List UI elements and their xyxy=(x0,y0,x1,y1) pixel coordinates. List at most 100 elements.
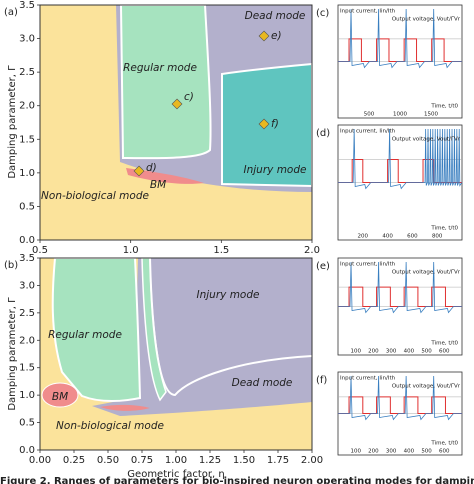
point xyxy=(258,30,270,42)
y-tick-label: 0.0 xyxy=(19,235,35,246)
time-label: Time, t/t0 xyxy=(430,341,458,347)
region-label: Dead mode xyxy=(232,377,293,389)
x-tick-label: 1500 xyxy=(424,112,438,118)
y-tick-label: 3.5 xyxy=(19,0,35,11)
region-label: BM xyxy=(150,179,166,191)
current-label: Input current, Iin/Ith xyxy=(340,376,396,382)
y-tick-label: 1.5 xyxy=(19,363,35,374)
time-label: Time, t/t0 xyxy=(430,104,458,110)
y-axis-label: Damping parameter, Γ xyxy=(7,297,18,411)
point xyxy=(133,165,145,177)
region xyxy=(41,382,79,408)
y-tick-label: 3.0 xyxy=(19,34,35,45)
y-tick-label: 3.0 xyxy=(19,280,35,291)
x-tick-label: 600 xyxy=(439,349,450,355)
region-label: Dead mode xyxy=(245,10,306,22)
region-label: BM xyxy=(52,391,68,403)
region-label: Injury mode xyxy=(197,289,260,301)
time-label: Time, t/t0 xyxy=(430,441,458,447)
x-tick-label: 300 xyxy=(386,349,397,355)
x-tick-label: 0.50 xyxy=(97,455,119,466)
x-tick-label: 200 xyxy=(368,449,379,455)
y-tick-label: 1.0 xyxy=(19,390,35,401)
x-tick-label: 1.0 xyxy=(123,245,139,256)
voltage-label: Output voltage, Vout/ΓVr xyxy=(392,137,461,143)
x-axis-label: Geometric factor, η xyxy=(127,469,224,480)
voltage-label: Output voltage, Vout/ΓVr xyxy=(392,270,461,276)
x-tick-label: 600 xyxy=(407,234,418,240)
y-tick-label: 1.0 xyxy=(19,168,35,179)
x-tick-label: 300 xyxy=(386,449,397,455)
x-tick-label: 0.75 xyxy=(131,455,153,466)
y-tick-label: 2.0 xyxy=(19,101,35,112)
boundary xyxy=(149,257,313,397)
x-tick-label: 0.25 xyxy=(63,455,85,466)
x-tick-label: 400 xyxy=(404,349,415,355)
caption: Figure 2. Ranges of parameters for bio-i… xyxy=(0,476,474,484)
voltage-trace xyxy=(338,8,462,69)
x-tick-label: 1000 xyxy=(393,112,407,118)
y-tick-label: 2.5 xyxy=(19,308,35,319)
region-label: Injury mode xyxy=(244,164,307,176)
y-axis-label: Damping parameter, Γ xyxy=(7,65,18,179)
panel-label: (c) xyxy=(316,8,329,19)
y-tick-label: 0.5 xyxy=(19,201,35,212)
x-tick-label: 2.00 xyxy=(301,455,323,466)
panel-b-map xyxy=(39,257,313,451)
current-label: Input current, Iin/Ith xyxy=(340,129,396,135)
current-label: Input current, Iin/Ith xyxy=(340,262,396,268)
x-tick-label: 400 xyxy=(382,234,393,240)
panel-label: (b) xyxy=(4,260,18,271)
region-label: Regular mode xyxy=(123,62,197,74)
x-tick-label: 1.25 xyxy=(199,455,221,466)
y-tick-label: 1.5 xyxy=(19,134,35,145)
point xyxy=(171,98,183,110)
x-tick-label: 400 xyxy=(404,449,415,455)
panel-label: (a) xyxy=(4,7,18,18)
point-label: e) xyxy=(271,30,282,42)
x-tick-label: 0.5 xyxy=(32,245,48,256)
current-label: Input current, Iin/Ith xyxy=(340,9,396,15)
x-tick-label: 200 xyxy=(358,234,369,240)
frame xyxy=(39,4,313,241)
x-tick-label: 200 xyxy=(368,349,379,355)
point-label: c) xyxy=(184,91,194,103)
y-tick-label: 0.5 xyxy=(19,418,35,429)
region xyxy=(100,404,150,411)
y-tick-label: 2.0 xyxy=(19,335,35,346)
x-tick-label: 100 xyxy=(350,449,361,455)
voltage-trace xyxy=(338,375,462,421)
y-tick-label: 3.5 xyxy=(19,253,35,264)
voltage-trace xyxy=(338,261,462,314)
x-tick-label: 1.75 xyxy=(267,455,289,466)
x-tick-label: 1.50 xyxy=(233,455,255,466)
voltage-trace xyxy=(338,128,463,190)
panel-label: (d) xyxy=(316,128,330,139)
time-label: Time, t/t0 xyxy=(430,226,458,232)
point-label: d) xyxy=(146,162,157,174)
x-tick-label: 2.0 xyxy=(304,245,320,256)
point xyxy=(258,118,270,130)
point-label: f) xyxy=(271,118,279,130)
x-tick-label: 1.5 xyxy=(213,245,229,256)
x-tick-label: 1.00 xyxy=(165,455,187,466)
region-label: Non-biological mode xyxy=(56,420,164,432)
x-tick-label: 500 xyxy=(364,112,375,118)
panel-label: (f) xyxy=(316,375,327,386)
panel-a-map xyxy=(39,4,313,241)
y-tick-label: 0.0 xyxy=(19,445,35,456)
voltage-label: Output voltage, Vout/ΓVr xyxy=(392,384,461,390)
region xyxy=(126,168,204,184)
region-label: Regular mode xyxy=(48,329,122,341)
x-tick-label: 100 xyxy=(350,349,361,355)
y-tick-label: 2.5 xyxy=(19,67,35,78)
x-tick-label: 0.00 xyxy=(29,455,51,466)
x-tick-label: 500 xyxy=(421,349,432,355)
panel-label: (e) xyxy=(316,261,330,272)
voltage-label: Output voltage, Vout/ΓVr xyxy=(392,17,461,23)
x-tick-label: 600 xyxy=(439,449,450,455)
region xyxy=(51,257,142,403)
region-label: Non-biological mode xyxy=(41,190,149,202)
x-tick-label: 800 xyxy=(432,234,443,240)
